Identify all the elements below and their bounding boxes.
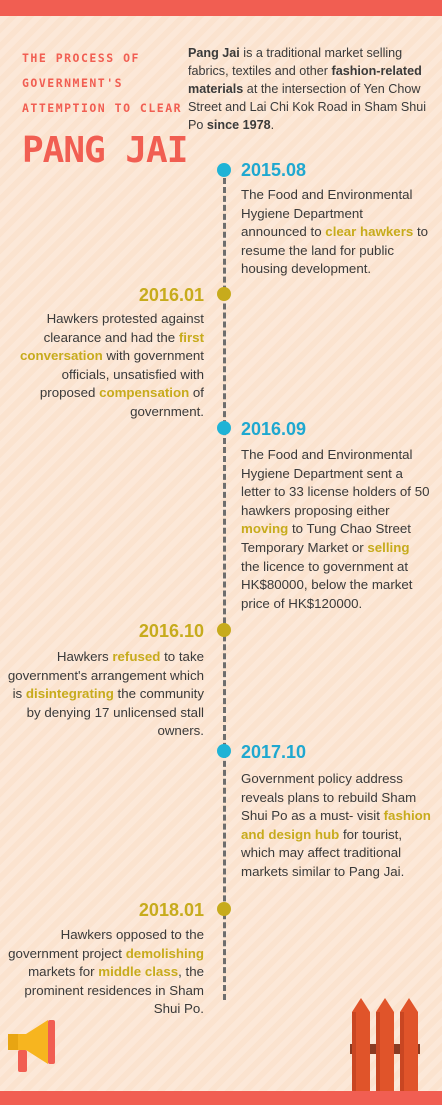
event-date: 2017.10 bbox=[241, 742, 307, 762]
header-kicker: THE PROCESS OF GOVERNMENT'S ATTEMPTION T… bbox=[22, 46, 182, 121]
event-text: The Food and Environmental Hygiene Depar… bbox=[241, 187, 429, 277]
highlight-text: middle class bbox=[98, 964, 179, 980]
intro-segment: Pang Jai bbox=[188, 46, 240, 60]
kicker-line: THE PROCESS OF bbox=[22, 51, 140, 65]
timeline-dot bbox=[217, 744, 231, 758]
intro-paragraph: Pang Jai is a traditional market selling… bbox=[188, 44, 428, 134]
timeline-dot bbox=[217, 163, 231, 177]
timeline-line bbox=[223, 178, 226, 1000]
intro-segment: . bbox=[270, 118, 275, 132]
timeline-dot bbox=[217, 623, 231, 637]
highlight-text: first conversation bbox=[19, 329, 204, 364]
event-text: Government policy address reveals plans … bbox=[241, 771, 431, 879]
event-date: 2016.09 bbox=[241, 419, 307, 439]
timeline-dot bbox=[217, 421, 231, 435]
highlight-text: moving bbox=[241, 521, 289, 537]
highlight-text: refused bbox=[112, 649, 161, 664]
intro-segment: fashion-related materials bbox=[188, 64, 422, 96]
highlight-text: demolishing bbox=[125, 945, 204, 961]
intro-segment: since 1978 bbox=[206, 118, 271, 132]
event-text: Hawkers protested against clearance and … bbox=[19, 311, 204, 419]
timeline-dot bbox=[217, 902, 231, 916]
megaphone-icon bbox=[8, 1020, 55, 1072]
event-text: The Food and Environmental Hygiene Depar… bbox=[241, 447, 430, 611]
bottom-accent-bar bbox=[0, 1091, 442, 1105]
intro-segment: is a traditional market selling fabrics,… bbox=[188, 46, 403, 78]
highlight-text: selling bbox=[367, 539, 410, 555]
event-date: 2015.08 bbox=[241, 160, 307, 180]
highlight-text: compensation bbox=[99, 385, 190, 401]
highlight-text: fashion and design hub bbox=[241, 808, 431, 842]
top-accent-bar bbox=[0, 0, 442, 16]
event-text: Hawkers refused to take government's arr… bbox=[7, 649, 204, 739]
page-title: PANG JAI bbox=[22, 130, 188, 171]
event-date: 2016.01 bbox=[138, 285, 204, 305]
event-date: 2016.10 bbox=[138, 621, 204, 641]
highlight-text: disintegrating bbox=[25, 686, 114, 702]
kicker-line: ATTEMPTION TO CLEAR bbox=[22, 101, 183, 115]
event-date: 2018.01 bbox=[138, 900, 204, 920]
event-text: Hawkers opposed to the government projec… bbox=[8, 927, 204, 1017]
highlight-text: clear hawkers bbox=[325, 224, 414, 240]
timeline-dot bbox=[217, 287, 231, 301]
kicker-line: GOVERNMENT'S bbox=[22, 76, 124, 90]
fence-icon bbox=[350, 998, 420, 1092]
intro-segment: at the intersection of Yen Chow Street a… bbox=[188, 82, 427, 132]
